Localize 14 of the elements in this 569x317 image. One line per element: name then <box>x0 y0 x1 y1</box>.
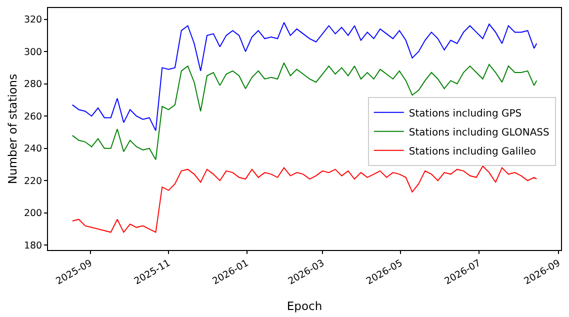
legend-label: Stations including GLONASS <box>408 127 550 138</box>
legend-label: Stations including GPS <box>408 108 522 120</box>
y-tick-label: 320 <box>24 14 42 26</box>
legend-label: Stations including Galileo <box>408 146 536 158</box>
y-tick-label: 260 <box>24 111 42 122</box>
x-axis-title: Epoch <box>286 298 322 313</box>
y-tick-label: 220 <box>24 176 42 187</box>
y-tick-label: 180 <box>24 240 42 252</box>
line-series <box>72 166 538 233</box>
y-tick-label: 300 <box>24 46 42 58</box>
y-tick-label: 280 <box>24 79 42 90</box>
y-tick-label: 240 <box>24 144 42 155</box>
y-axis-title: Number of stations <box>5 74 20 184</box>
y-tick-label: 200 <box>24 208 42 220</box>
